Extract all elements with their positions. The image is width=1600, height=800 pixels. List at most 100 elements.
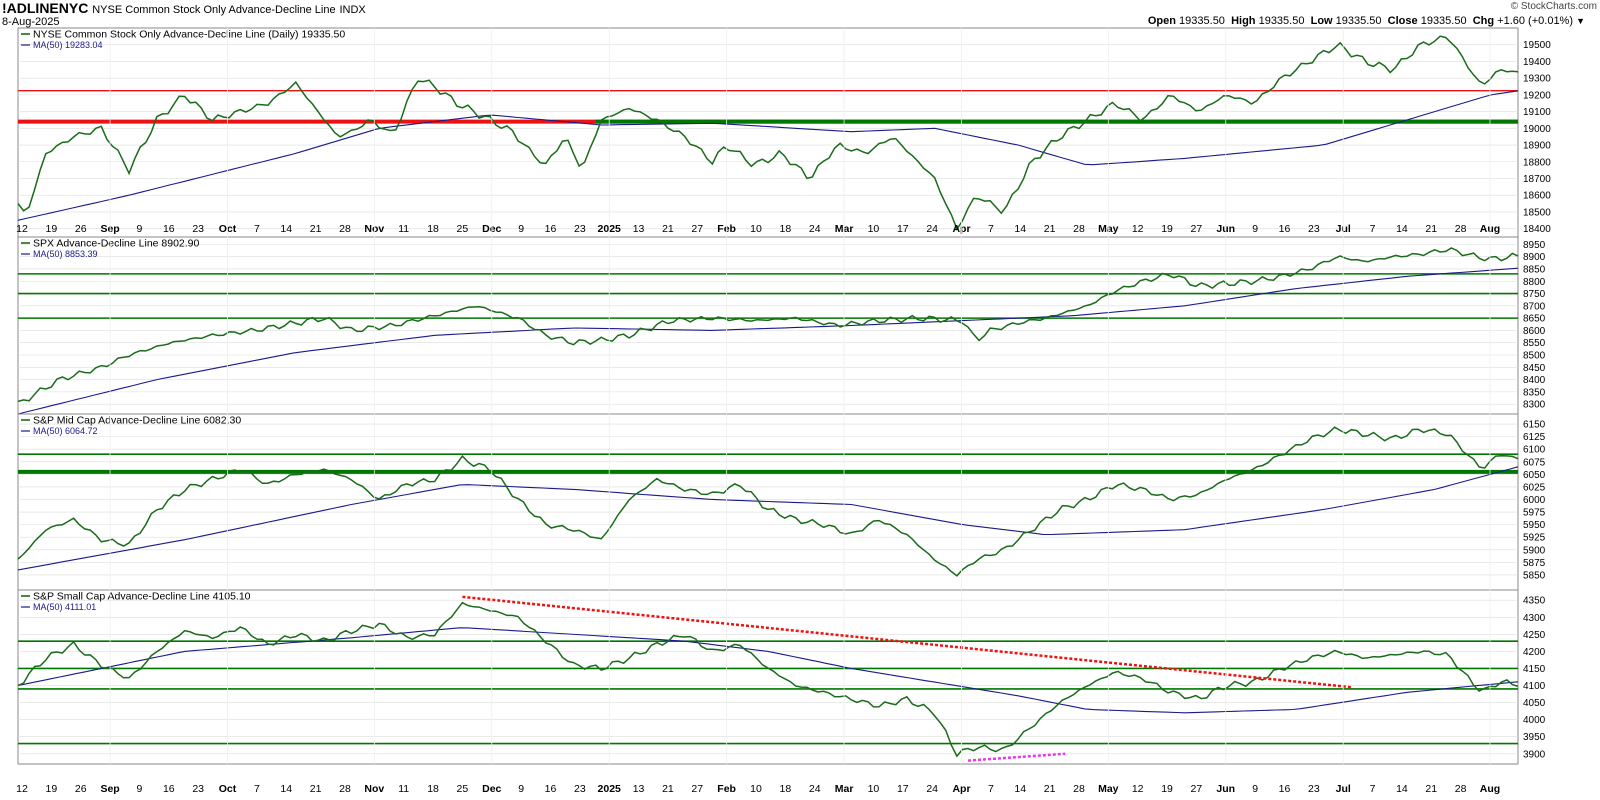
y-tick-label: 6025: [1523, 482, 1546, 493]
x-tick-label: 12: [16, 783, 28, 795]
y-tick-label: 8950: [1523, 240, 1546, 251]
y-tick-label: 4150: [1523, 664, 1546, 675]
x-tick-label: 9: [137, 783, 143, 795]
x-tick-label: 21: [310, 223, 322, 235]
y-tick-label: 19500: [1523, 40, 1551, 51]
y-tick-label: 8750: [1523, 289, 1546, 300]
x-tick-label: 23: [192, 223, 204, 235]
y-tick-label: 4250: [1523, 630, 1546, 641]
y-tick-label: 5950: [1523, 520, 1546, 531]
y-tick-label: 19400: [1523, 57, 1551, 68]
y-tick-label: 8900: [1523, 252, 1546, 263]
panel-1: 18400 18500 18600 18700 18800 18900 19000 19100…: [17, 27, 1551, 238]
x-tick-label: 18: [780, 783, 792, 795]
x-tick-label: Nov: [364, 783, 384, 795]
x-tick-label: 16: [163, 223, 175, 235]
x-tick-label: 24: [809, 783, 821, 795]
y-tick-label: 5850: [1523, 570, 1546, 581]
x-tick-label: 27: [691, 223, 703, 235]
y-tick-label: 19200: [1523, 90, 1551, 101]
x-tick-label: 21: [662, 783, 674, 795]
x-tick-label: 19: [46, 223, 58, 235]
x-tick-label: 14: [1014, 783, 1026, 795]
ad-line: [17, 601, 1519, 758]
x-tick-label: 26: [75, 223, 87, 235]
y-tick-label: 8850: [1523, 264, 1546, 275]
collapse-icon[interactable]: ▼: [1576, 16, 1585, 26]
x-tick-label: 24: [926, 223, 938, 235]
x-tick-label: 19: [1161, 223, 1173, 235]
x-tick-label: 28: [339, 223, 351, 235]
trendline: [967, 752, 1066, 762]
x-tick-label: 16: [1279, 783, 1291, 795]
x-tick-label: 26: [75, 783, 87, 795]
symbol: !ADLINENYC NYSE Common Stock Only Advanc…: [2, 0, 366, 16]
y-tick-label: 8600: [1523, 326, 1546, 337]
y-tick-label: 18500: [1523, 207, 1551, 218]
x-tick-label: 21: [1044, 783, 1056, 795]
x-tick-label: 23: [192, 783, 204, 795]
x-tick-label: 28: [1073, 223, 1085, 235]
y-tick-label: 6125: [1523, 432, 1546, 443]
y-tick-label: 4000: [1523, 715, 1546, 726]
y-tick-label: 4350: [1523, 596, 1546, 607]
x-axis: 121219192626SepSep9916162323OctOct771414…: [16, 28, 1500, 795]
x-tick-label: 9: [518, 783, 524, 795]
x-tick-label: 11: [398, 223, 409, 235]
x-tick-label: 19: [1161, 783, 1173, 795]
x-tick-label: 14: [280, 223, 292, 235]
y-tick-label: 8300: [1523, 400, 1546, 411]
panel-frame: [17, 236, 1519, 415]
y-tick-label: 18600: [1523, 191, 1551, 202]
x-tick-label: 7: [988, 783, 994, 795]
panel-4: 3900 3950 4000 4050 4100 4150 4200 4250 4300 4350…: [17, 589, 1546, 765]
panel-frame: [17, 589, 1519, 765]
y-tick-label: 19100: [1523, 107, 1551, 118]
y-tick-label: 8450: [1523, 363, 1546, 374]
copyright: © StockCharts.com: [1510, 1, 1597, 12]
x-tick-label: 23: [1308, 223, 1320, 235]
ma50-line: [17, 267, 1519, 415]
legend-title: SPX Advance-Decline Line 8902.90: [33, 238, 200, 250]
y-tick-label: 8350: [1523, 387, 1546, 398]
x-tick-label: 10: [868, 783, 880, 795]
y-tick-label: 6150: [1523, 420, 1546, 431]
y-tick-label: 3900: [1523, 749, 1546, 760]
x-tick-label: 18: [427, 783, 439, 795]
x-tick-label: Aug: [1480, 783, 1500, 795]
x-tick-label: 7: [988, 223, 994, 235]
x-tick-label: Feb: [717, 783, 736, 795]
exchange: INDX: [339, 4, 366, 16]
y-tick-label: 6100: [1523, 445, 1546, 456]
y-tick-label: 8800: [1523, 277, 1546, 288]
ohlc-readout: Open 19335.50 High 19335.50 Low 19335.50…: [1147, 15, 1585, 27]
x-tick-label: Oct: [219, 783, 237, 795]
y-tick-label: 5900: [1523, 545, 1546, 556]
y-tick-label: 4050: [1523, 698, 1546, 709]
x-tick-label: 25: [457, 223, 469, 235]
x-tick-label: 10: [750, 783, 762, 795]
x-tick-label: 11: [398, 783, 409, 795]
x-tick-label: 27: [1191, 223, 1203, 235]
legend-ma: MA(50) 6064.72: [33, 426, 98, 436]
x-tick-label: 21: [662, 223, 674, 235]
x-tick-label: 28: [1073, 783, 1085, 795]
x-tick-label: 12: [16, 223, 28, 235]
x-tick-label: 23: [574, 783, 586, 795]
legend-ma: MA(50) 4111.01: [33, 602, 96, 612]
x-tick-label: 10: [868, 223, 880, 235]
y-tick-label: 4300: [1523, 613, 1546, 624]
y-tick-label: 18400: [1523, 224, 1551, 235]
description: NYSE Common Stock Only Advance-Decline L…: [92, 4, 336, 16]
x-tick-label: 7: [254, 223, 260, 235]
x-tick-label: 18: [427, 223, 439, 235]
y-tick-label: 4200: [1523, 647, 1546, 658]
legend-ma: MA(50) 8853.39: [33, 249, 98, 259]
x-tick-label: 24: [809, 223, 821, 235]
ma50-line: [17, 466, 1519, 571]
y-tick-label: 19000: [1523, 124, 1551, 135]
